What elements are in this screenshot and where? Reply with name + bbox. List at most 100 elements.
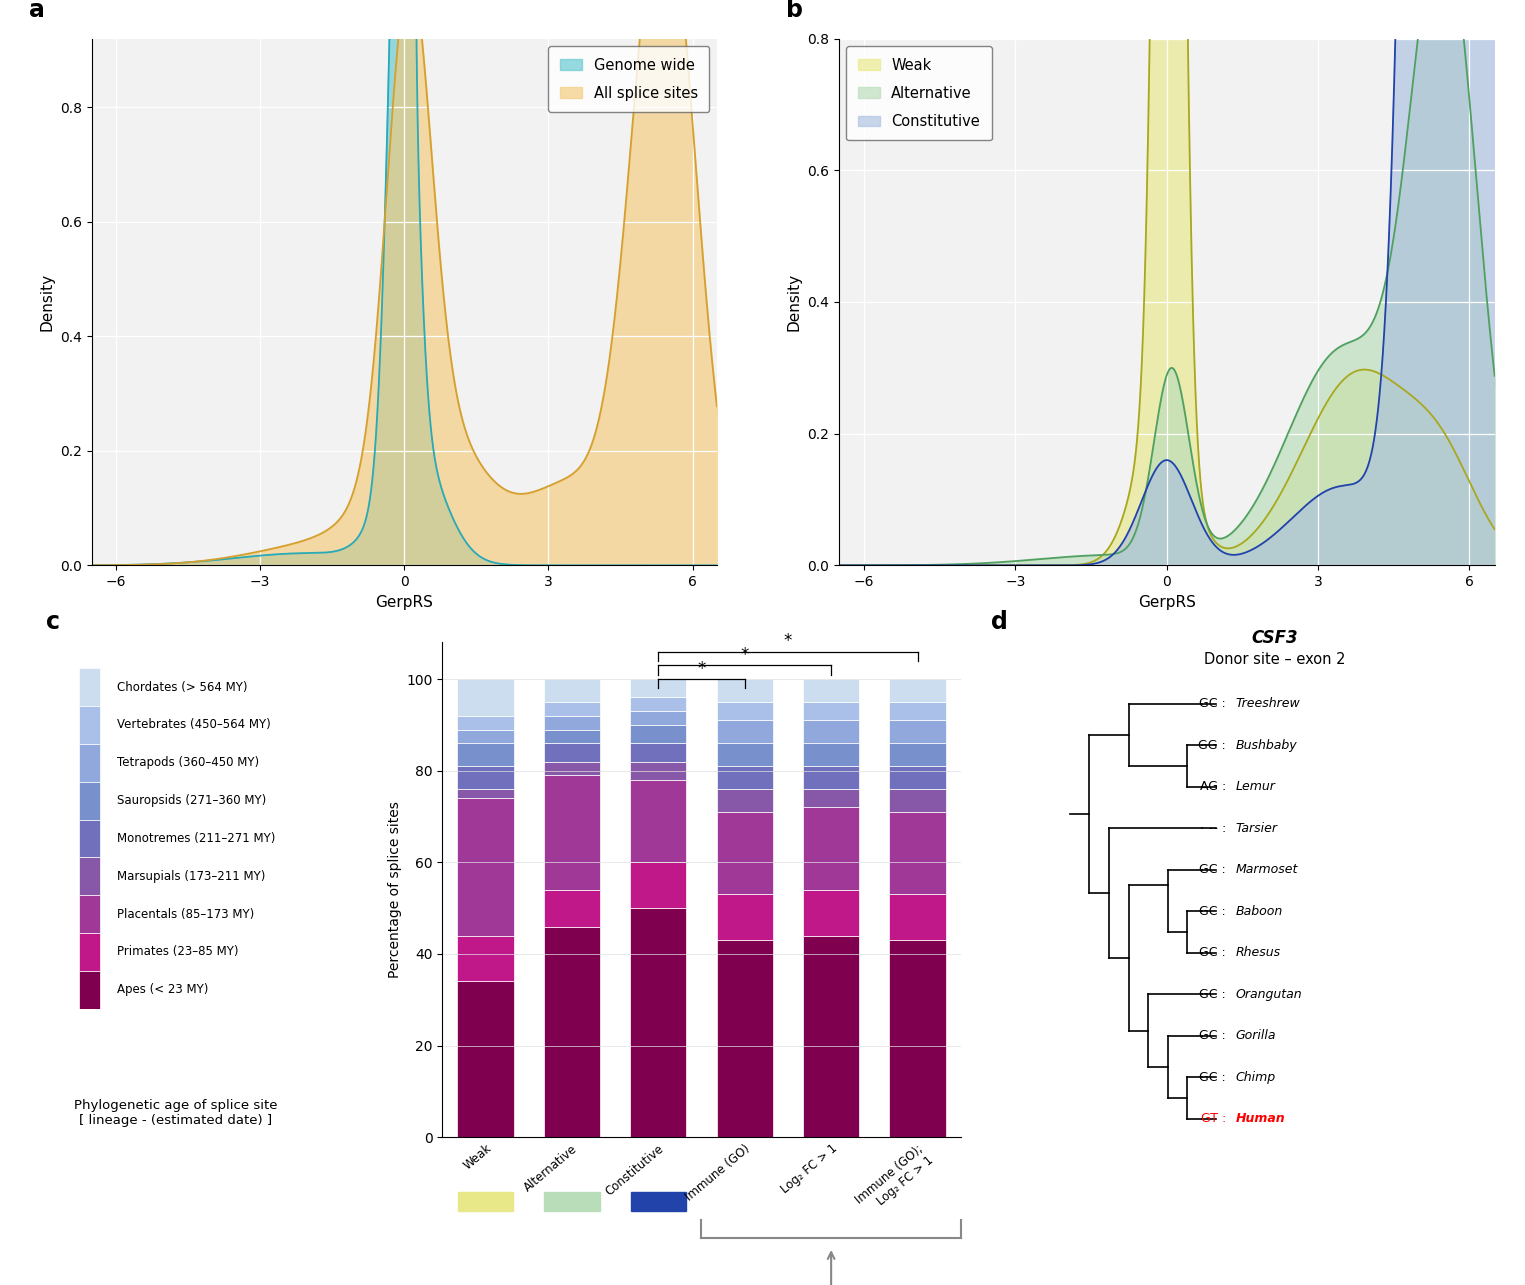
Text: Gorilla: Gorilla: [1235, 1029, 1276, 1042]
Legend: Weak, Alternative, Constitutive: Weak, Alternative, Constitutive: [846, 46, 991, 140]
Bar: [79, 820, 99, 857]
Bar: [630, 762, 686, 780]
Bar: [804, 935, 859, 1137]
Y-axis label: Density: Density: [787, 272, 802, 332]
Bar: [889, 680, 946, 702]
Bar: [804, 889, 859, 935]
Legend: Genome wide, All splice sites: Genome wide, All splice sites: [549, 46, 709, 112]
Bar: [630, 862, 686, 908]
Bar: [79, 896, 99, 933]
Bar: [458, 766, 514, 789]
Text: Marsupials (173–211 MY): Marsupials (173–211 MY): [117, 870, 265, 883]
Text: Chordates (> 564 MY): Chordates (> 564 MY): [117, 681, 247, 694]
Text: b: b: [787, 0, 804, 22]
Bar: [889, 766, 946, 789]
Bar: [458, 716, 514, 730]
Text: Apes (< 23 MY): Apes (< 23 MY): [117, 983, 209, 996]
Bar: [630, 725, 686, 743]
Text: AG :: AG :: [1200, 780, 1226, 793]
Bar: [889, 702, 946, 721]
Bar: [544, 743, 599, 762]
Text: Marmoset: Marmoset: [1235, 864, 1298, 876]
Bar: [79, 857, 99, 896]
Text: a: a: [29, 0, 44, 22]
Text: CSF3: CSF3: [1252, 628, 1298, 646]
Text: Human: Human: [1235, 1113, 1286, 1126]
Bar: [889, 894, 946, 941]
Bar: [889, 789, 946, 812]
Y-axis label: Percentage of splice sites: Percentage of splice sites: [387, 802, 403, 978]
X-axis label: GerpRS: GerpRS: [375, 595, 433, 609]
Bar: [804, 721, 859, 743]
Text: Phylogenetic age of splice site
[ lineage - (estimated date) ]: Phylogenetic age of splice site [ lineag…: [73, 1099, 278, 1127]
Bar: [458, 1192, 512, 1210]
Bar: [544, 680, 599, 702]
Text: d: d: [991, 610, 1008, 635]
Bar: [804, 702, 859, 721]
Bar: [544, 716, 599, 730]
Text: Chimp: Chimp: [1235, 1070, 1276, 1085]
Text: GC :: GC :: [1199, 905, 1226, 917]
Bar: [79, 933, 99, 971]
Bar: [630, 711, 686, 725]
Bar: [717, 894, 773, 941]
Text: GC :: GC :: [1199, 988, 1226, 1001]
Bar: [889, 941, 946, 1137]
Bar: [630, 743, 686, 762]
Text: Rhesus: Rhesus: [1235, 946, 1281, 960]
Bar: [544, 889, 599, 926]
Bar: [544, 1192, 599, 1210]
Text: GT :: GT :: [1200, 1113, 1226, 1126]
Text: Tetrapods (360–450 MY): Tetrapods (360–450 MY): [117, 757, 259, 770]
Text: *: *: [697, 659, 706, 677]
Bar: [458, 798, 514, 935]
Text: Tarsier: Tarsier: [1235, 822, 1278, 835]
Text: Sauropsids (271–360 MY): Sauropsids (271–360 MY): [117, 794, 267, 807]
Bar: [631, 1192, 686, 1210]
Bar: [804, 789, 859, 807]
Text: GC :: GC :: [1199, 1070, 1226, 1085]
Bar: [717, 680, 773, 702]
Text: Treeshrew: Treeshrew: [1235, 698, 1301, 711]
Text: Bushbaby: Bushbaby: [1235, 739, 1298, 752]
Bar: [458, 730, 514, 743]
Text: Placentals (85–173 MY): Placentals (85–173 MY): [117, 907, 255, 920]
Bar: [458, 982, 514, 1137]
Text: c: c: [46, 610, 59, 635]
Bar: [717, 941, 773, 1137]
Bar: [804, 680, 859, 702]
Text: Vertebrates (450–564 MY): Vertebrates (450–564 MY): [117, 718, 271, 731]
Bar: [889, 812, 946, 894]
Bar: [804, 743, 859, 766]
Text: Lemur: Lemur: [1235, 780, 1276, 793]
Bar: [544, 762, 599, 775]
Text: *: *: [784, 632, 791, 650]
Bar: [630, 780, 686, 862]
Text: -- :: -- :: [1209, 822, 1226, 835]
Bar: [544, 926, 599, 1137]
Bar: [79, 705, 99, 744]
Bar: [458, 680, 514, 716]
Text: GC :: GC :: [1199, 698, 1226, 711]
Bar: [804, 807, 859, 889]
Bar: [717, 812, 773, 894]
Bar: [630, 698, 686, 711]
Bar: [804, 766, 859, 789]
Text: GC :: GC :: [1199, 946, 1226, 960]
Bar: [544, 730, 599, 743]
Text: Primates (23–85 MY): Primates (23–85 MY): [117, 946, 238, 959]
Bar: [458, 935, 514, 982]
Bar: [458, 789, 514, 798]
Text: Baboon: Baboon: [1235, 905, 1283, 917]
Bar: [717, 789, 773, 812]
Bar: [79, 971, 99, 1009]
Bar: [717, 743, 773, 766]
Bar: [889, 743, 946, 766]
Text: GC :: GC :: [1199, 1029, 1226, 1042]
Bar: [889, 721, 946, 743]
X-axis label: GerpRS: GerpRS: [1138, 595, 1196, 609]
Bar: [458, 743, 514, 766]
Text: Monotremes (211–271 MY): Monotremes (211–271 MY): [117, 831, 276, 846]
Bar: [544, 775, 599, 889]
Bar: [544, 702, 599, 716]
